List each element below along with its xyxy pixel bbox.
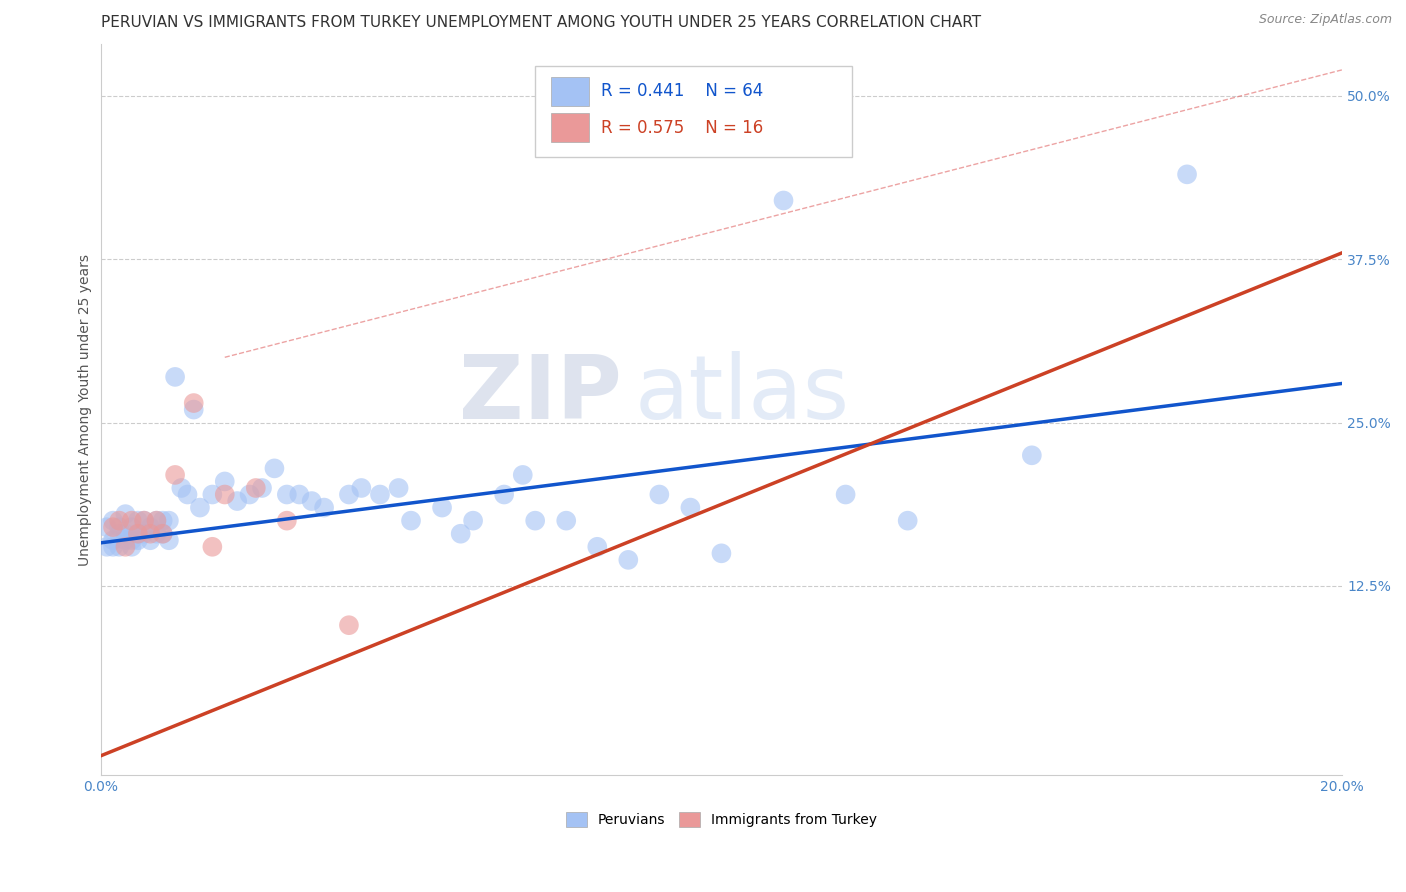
- Point: [586, 540, 609, 554]
- Point: [114, 540, 136, 554]
- Point: [183, 396, 205, 410]
- Point: [226, 494, 249, 508]
- Point: [188, 500, 211, 515]
- Point: [127, 526, 149, 541]
- Point: [276, 514, 298, 528]
- Point: [183, 402, 205, 417]
- Point: [152, 514, 174, 528]
- Point: [214, 475, 236, 489]
- Point: [617, 553, 640, 567]
- Point: [314, 500, 336, 515]
- Point: [679, 500, 702, 515]
- Point: [132, 514, 155, 528]
- Point: [430, 500, 453, 515]
- Point: [139, 526, 162, 541]
- FancyBboxPatch shape: [536, 66, 852, 157]
- Point: [399, 514, 422, 528]
- Point: [350, 481, 373, 495]
- Point: [337, 487, 360, 501]
- Point: [152, 526, 174, 541]
- Point: [388, 481, 411, 495]
- Point: [139, 520, 162, 534]
- Point: [512, 467, 534, 482]
- Point: [176, 487, 198, 501]
- Point: [201, 540, 224, 554]
- Point: [450, 526, 472, 541]
- Point: [121, 533, 143, 548]
- Text: R = 0.441    N = 64: R = 0.441 N = 64: [600, 82, 763, 100]
- Point: [368, 487, 391, 501]
- Point: [245, 481, 267, 495]
- Text: atlas: atlas: [634, 351, 849, 439]
- Point: [337, 618, 360, 632]
- Point: [108, 514, 131, 528]
- Point: [145, 514, 167, 528]
- Point: [101, 520, 124, 534]
- Point: [648, 487, 671, 501]
- Point: [139, 533, 162, 548]
- Y-axis label: Unemployment Among Youth under 25 years: Unemployment Among Youth under 25 years: [79, 253, 93, 566]
- Point: [1021, 448, 1043, 462]
- Point: [1175, 167, 1198, 181]
- Point: [127, 526, 149, 541]
- Point: [250, 481, 273, 495]
- Point: [101, 540, 124, 554]
- Text: PERUVIAN VS IMMIGRANTS FROM TURKEY UNEMPLOYMENT AMONG YOUTH UNDER 25 YEARS CORRE: PERUVIAN VS IMMIGRANTS FROM TURKEY UNEMP…: [101, 15, 981, 30]
- Point: [772, 194, 794, 208]
- Point: [121, 520, 143, 534]
- Point: [108, 520, 131, 534]
- FancyBboxPatch shape: [551, 77, 589, 106]
- Point: [145, 514, 167, 528]
- Point: [157, 514, 180, 528]
- Point: [461, 514, 484, 528]
- Point: [114, 507, 136, 521]
- Text: R = 0.575    N = 16: R = 0.575 N = 16: [600, 119, 763, 136]
- Point: [114, 533, 136, 548]
- Point: [152, 526, 174, 541]
- Point: [165, 370, 187, 384]
- FancyBboxPatch shape: [551, 113, 589, 143]
- Point: [170, 481, 193, 495]
- Point: [145, 526, 167, 541]
- Point: [165, 467, 187, 482]
- Point: [114, 526, 136, 541]
- Point: [127, 533, 149, 548]
- Point: [201, 487, 224, 501]
- Point: [214, 487, 236, 501]
- Point: [96, 520, 118, 534]
- Point: [288, 487, 311, 501]
- Text: ZIP: ZIP: [460, 351, 621, 439]
- Point: [555, 514, 578, 528]
- Point: [239, 487, 262, 501]
- Point: [834, 487, 856, 501]
- Point: [263, 461, 285, 475]
- Point: [157, 533, 180, 548]
- Point: [127, 514, 149, 528]
- Point: [710, 546, 733, 560]
- Point: [121, 540, 143, 554]
- Point: [96, 540, 118, 554]
- Point: [108, 526, 131, 541]
- Point: [276, 487, 298, 501]
- Point: [101, 533, 124, 548]
- Point: [132, 514, 155, 528]
- Point: [524, 514, 547, 528]
- Text: Source: ZipAtlas.com: Source: ZipAtlas.com: [1258, 13, 1392, 27]
- Point: [301, 494, 323, 508]
- Point: [101, 514, 124, 528]
- Point: [494, 487, 516, 501]
- Point: [121, 514, 143, 528]
- Point: [897, 514, 920, 528]
- Point: [132, 526, 155, 541]
- Legend: Peruvians, Immigrants from Turkey: Peruvians, Immigrants from Turkey: [565, 813, 877, 827]
- Point: [108, 540, 131, 554]
